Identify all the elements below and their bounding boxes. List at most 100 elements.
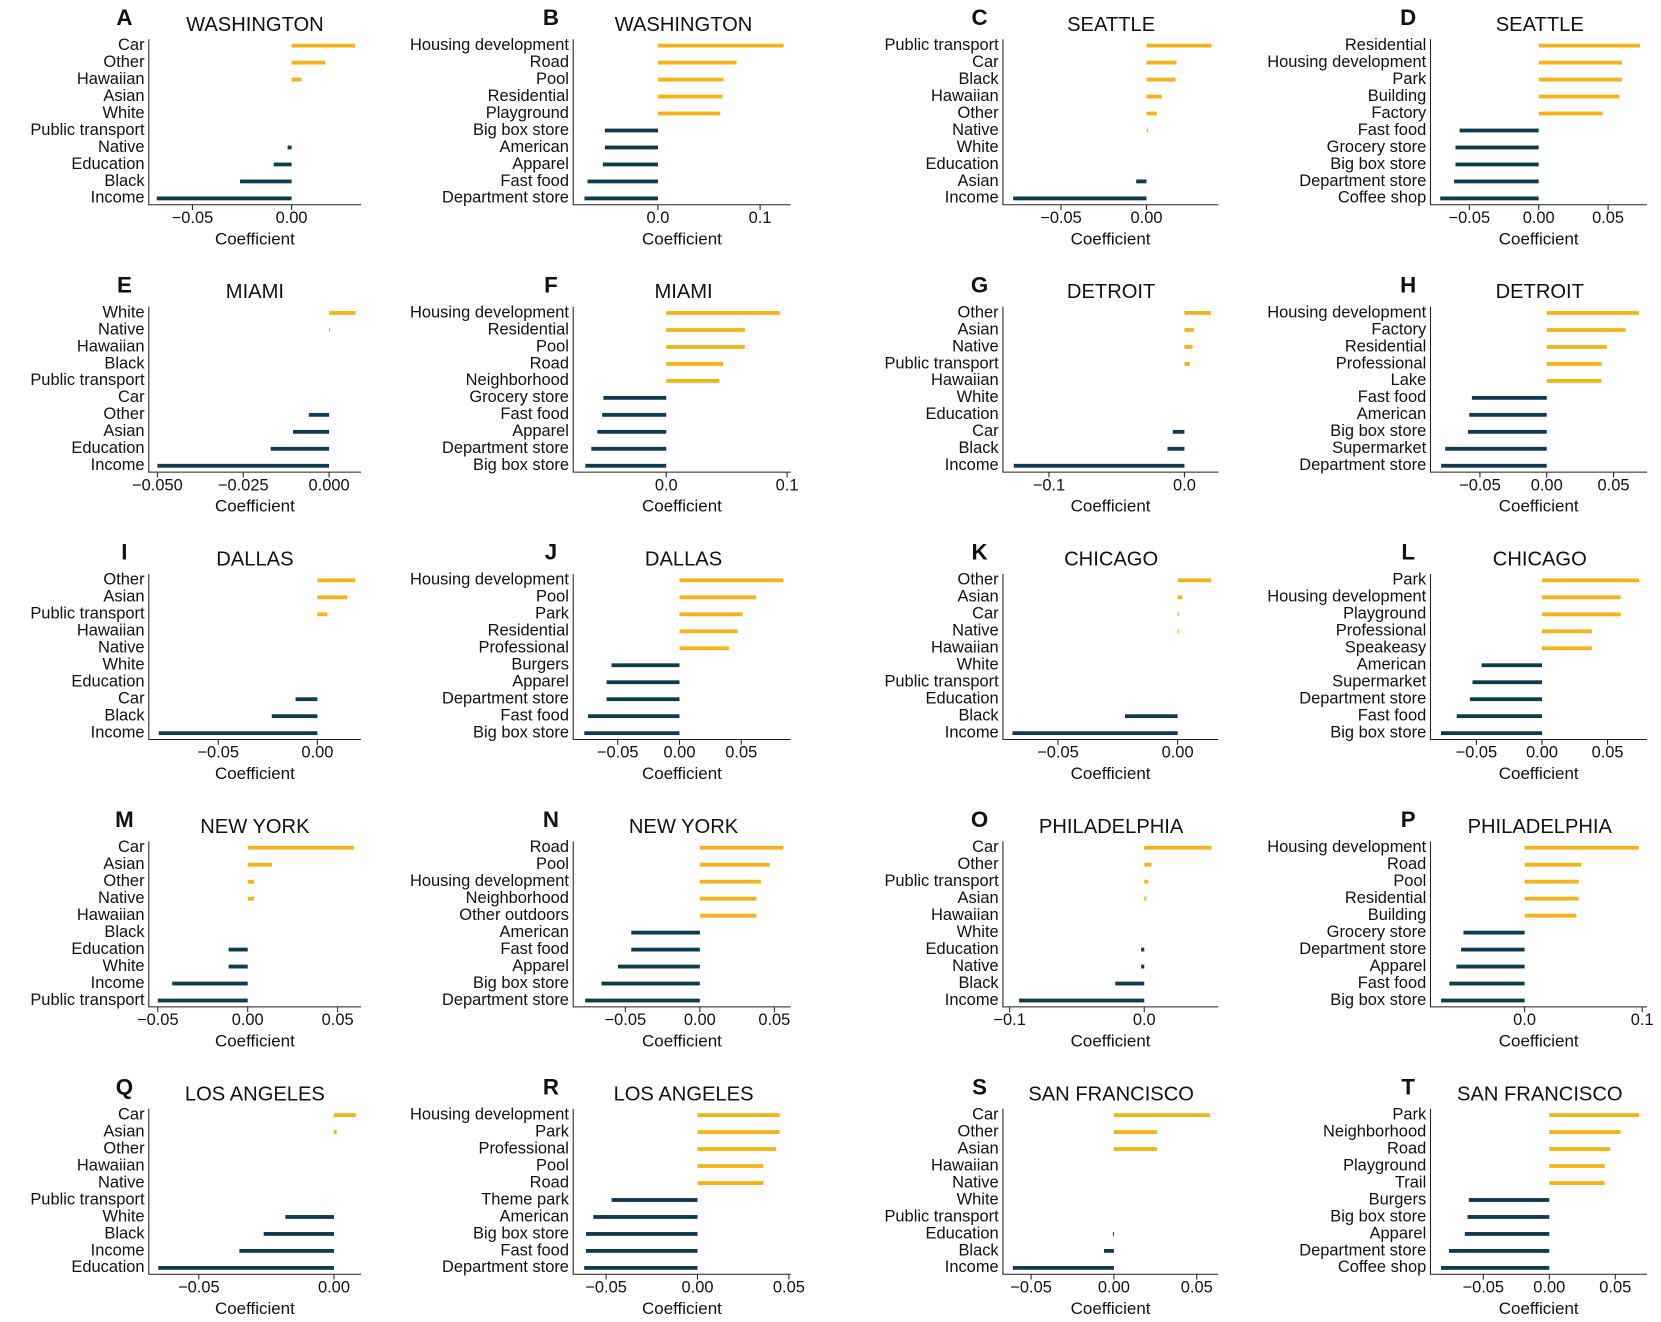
bar xyxy=(585,463,667,468)
y-tick-label: Grocery store xyxy=(1327,923,1427,941)
panel-title: DALLAS xyxy=(645,549,722,571)
y-tick-label: Neighborhood xyxy=(1323,1122,1426,1140)
y-tick-label: Professional xyxy=(1336,354,1426,372)
y-tick-label: Neighborhood xyxy=(466,371,569,389)
x-axis-label: Coefficient xyxy=(215,229,295,248)
x-axis-label: Coefficient xyxy=(642,764,722,783)
y-tick-label: White xyxy=(957,388,999,406)
bar xyxy=(1144,896,1147,901)
panel-letter: B xyxy=(543,5,559,30)
y-tick-label: Burgers xyxy=(1369,1190,1427,1208)
y-tick-label: Department store xyxy=(442,439,569,457)
bar xyxy=(1541,578,1640,583)
y-tick-label: Education xyxy=(71,155,144,173)
bar xyxy=(1464,1232,1550,1236)
x-tick-label: 0.00 xyxy=(1533,1278,1565,1296)
panel-letter: C xyxy=(972,5,988,30)
y-tick-label: Grocery store xyxy=(1327,138,1427,156)
y-tick-label: Park xyxy=(1392,70,1427,88)
y-tick-label: Residential xyxy=(1345,337,1426,355)
bar xyxy=(1113,1147,1157,1151)
panel: A WASHINGTON CarOtherHawaiianAsianWhitePub… xyxy=(30,5,362,248)
bar xyxy=(1113,1130,1157,1134)
y-tick-label: Public transport xyxy=(884,36,999,54)
bar xyxy=(172,981,248,986)
y-tick-label: White xyxy=(103,1207,145,1225)
y-tick-label: Car xyxy=(972,838,999,856)
y-tick-label: Hawaiian xyxy=(931,906,999,924)
axis-spine xyxy=(1002,1108,1219,1275)
bar xyxy=(1441,998,1525,1003)
x-tick-label: 0.05 xyxy=(773,1278,805,1296)
x-tick-label: −0.050 xyxy=(132,476,183,494)
x-tick-label: −0.05 xyxy=(597,744,639,762)
axis-spine xyxy=(1002,306,1219,473)
y-tick-label: Native xyxy=(952,337,999,355)
bar xyxy=(247,862,272,867)
bar xyxy=(293,429,330,434)
x-tick-label: 0.00 xyxy=(1130,209,1162,227)
axis-spine xyxy=(148,39,362,206)
x-tick-label: 0.05 xyxy=(758,1011,790,1029)
panel-letter: I xyxy=(121,540,127,565)
bar xyxy=(1467,1215,1550,1219)
axis-spine xyxy=(1002,39,1219,206)
bar xyxy=(679,612,743,617)
y-tick-label: Professional xyxy=(478,1139,568,1157)
bar xyxy=(291,43,356,48)
y-tick-label: Fast food xyxy=(500,172,569,190)
y-tick-label: Education xyxy=(926,940,999,958)
x-tick-label: 0.00 xyxy=(1162,744,1194,762)
y-tick-label: Residential xyxy=(1345,889,1426,907)
y-tick-label: Car xyxy=(118,1105,145,1123)
bar xyxy=(1019,998,1145,1003)
y-tick-label: Housing development xyxy=(410,571,569,589)
y-tick-label: Road xyxy=(530,1173,569,1191)
bar xyxy=(584,1265,698,1270)
y-tick-label: Education xyxy=(926,155,999,173)
y-tick-label: Road xyxy=(530,53,569,71)
y-tick-label: Asian xyxy=(103,422,144,440)
bar xyxy=(1184,328,1194,332)
y-tick-label: Hawaiian xyxy=(931,639,999,657)
y-tick-label: Housing development xyxy=(1267,588,1426,606)
y-tick-label: Other xyxy=(958,104,1000,122)
bar xyxy=(1146,43,1212,48)
panel-title: LOS ANGELES xyxy=(614,1083,754,1105)
bar xyxy=(247,845,354,850)
x-tick-label: 0.05 xyxy=(1592,209,1624,227)
bar xyxy=(1440,196,1539,201)
bar xyxy=(158,1265,334,1270)
x-tick-label: −0.05 xyxy=(1449,209,1491,227)
axis-spine xyxy=(1429,573,1647,741)
y-tick-label: Playground xyxy=(486,104,569,122)
y-tick-label: Department store xyxy=(1299,172,1426,190)
bar xyxy=(1461,947,1525,952)
y-tick-label: Theme park xyxy=(481,1190,569,1208)
x-tick-label: 0.0 xyxy=(655,476,678,494)
panel-title: WASHINGTON xyxy=(615,14,753,36)
axis-spine xyxy=(1002,841,1219,1008)
y-tick-label: Apparel xyxy=(512,957,569,975)
y-tick-label: Department store xyxy=(1299,940,1426,958)
panel-title: DALLAS xyxy=(216,549,293,571)
y-tick-label: Asian xyxy=(958,320,999,338)
bar xyxy=(1481,663,1542,668)
y-tick-label: Income xyxy=(91,189,145,207)
bar xyxy=(603,395,667,400)
bar xyxy=(1012,1265,1114,1270)
panel: F MIAMI Housing developmentResidentialPool… xyxy=(410,272,799,515)
x-axis-label: Coefficient xyxy=(1499,229,1579,248)
y-tick-label: Department store xyxy=(1299,690,1426,708)
bar xyxy=(1546,362,1602,366)
x-axis-label: Coefficient xyxy=(1071,497,1151,516)
bar xyxy=(631,930,700,935)
y-tick-label: Black xyxy=(104,172,145,190)
bar xyxy=(699,913,757,918)
bar xyxy=(1441,463,1547,468)
panel-title: LOS ANGELES xyxy=(185,1083,325,1105)
bar xyxy=(1467,429,1547,434)
